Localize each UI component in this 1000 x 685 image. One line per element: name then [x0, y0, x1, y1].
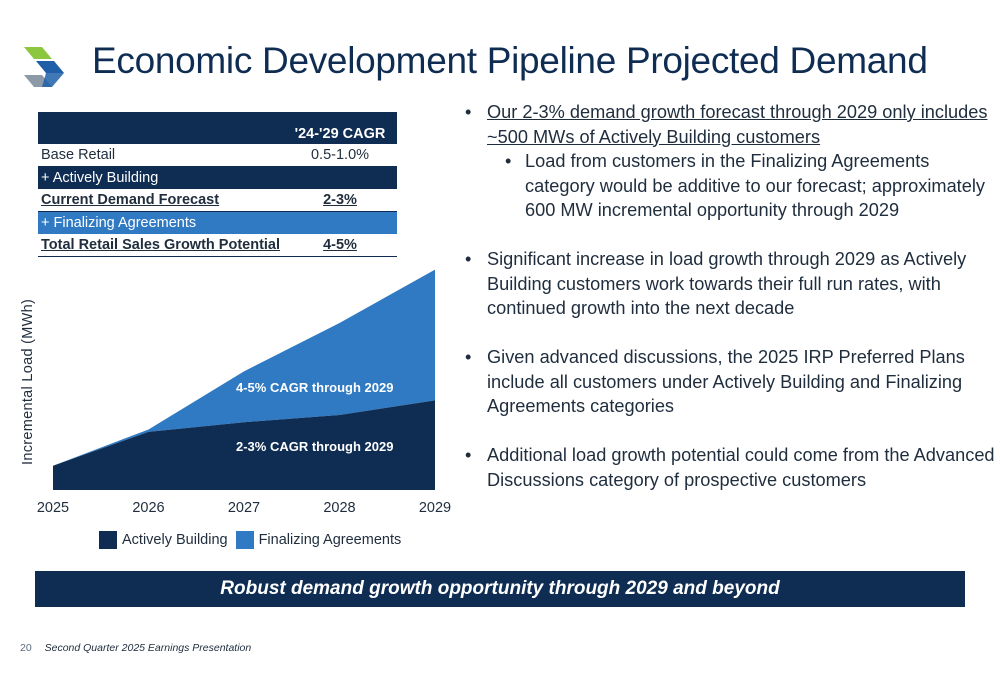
table-row: Current Demand Forecast 2-3% — [38, 189, 397, 213]
area-actively-building — [53, 400, 435, 490]
bullet-text: Additional load growth potential could c… — [487, 445, 995, 490]
bullet-item: • Given advanced discussions, the 2025 I… — [460, 345, 995, 419]
company-logo-icon — [24, 47, 64, 87]
bullet-list: • Our 2-3% demand growth forecast throug… — [460, 100, 995, 492]
legend-label: Actively Building — [122, 532, 228, 548]
legend-swatch-actively-building — [99, 531, 117, 549]
table-row: + Actively Building — [38, 166, 397, 190]
table-row: Base Retail 0.5-1.0% — [38, 144, 397, 168]
x-tick-label: 2029 — [419, 500, 451, 516]
x-tick-label: 2027 — [228, 500, 260, 516]
table-row-value: 2-3% — [283, 189, 397, 213]
table-row-label: Base Retail — [38, 144, 284, 168]
bullet-text: Significant increase in load growth thro… — [487, 249, 967, 318]
bullet-dot-icon: • — [465, 249, 472, 269]
table-row-label: + Actively Building — [38, 166, 284, 190]
table-row-label: + Finalizing Agreements — [38, 211, 284, 235]
bullet-item: • Load from customers in the Finalizing … — [460, 149, 995, 223]
bullet-dot-icon: • — [505, 151, 512, 171]
table-row: + Finalizing Agreements — [38, 211, 397, 235]
bullet-item: • Significant increase in load growth th… — [460, 247, 995, 321]
x-tick-label: 2026 — [132, 500, 164, 516]
x-tick-label: 2025 — [37, 500, 69, 516]
table-header-row: '24-'29 CAGR — [38, 112, 397, 144]
bullet-item: • Additional load growth potential could… — [460, 443, 995, 492]
bullet-text: Our 2-3% demand growth forecast through … — [487, 102, 988, 147]
chart-annotation: 4-5% CAGR through 2029 — [236, 380, 393, 395]
table-header-value: '24-'29 CAGR — [283, 112, 397, 144]
chart-annotation: 2-3% CAGR through 2029 — [236, 439, 393, 454]
cagr-table: '24-'29 CAGR Base Retail 0.5-1.0% + Acti… — [38, 112, 397, 258]
legend-item: Actively Building — [99, 531, 228, 549]
chart-legend: Actively Building Finalizing Agreements — [99, 531, 409, 549]
table-row-value — [283, 211, 397, 235]
table-row-value — [283, 166, 397, 190]
bullet-dot-icon: • — [465, 347, 472, 367]
table-row-label: Current Demand Forecast — [38, 189, 284, 213]
x-tick-label: 2028 — [323, 500, 355, 516]
legend-swatch-finalizing-agreements — [235, 531, 254, 549]
footer: 20 Second Quarter 2025 Earnings Presenta… — [20, 642, 251, 654]
summary-banner: Robust demand growth opportunity through… — [35, 571, 965, 607]
bullet-dot-icon: • — [465, 445, 472, 465]
bullet-item: • Our 2-3% demand growth forecast throug… — [460, 100, 995, 149]
table-row-value: 0.5-1.0% — [283, 144, 397, 168]
bullet-text: Load from customers in the Finalizing Ag… — [525, 151, 985, 220]
table-row: Total Retail Sales Growth Potential 4-5% — [38, 234, 397, 258]
legend-label: Finalizing Agreements — [258, 532, 402, 548]
legend-item: Finalizing Agreements — [235, 531, 402, 549]
area-finalizing-agreements — [53, 269, 435, 466]
stacked-area-chart: 2025 2026 2027 2028 2029 4-5% CAGR through 20… — [37, 269, 451, 516]
table-header-label — [38, 112, 284, 144]
page-number: 20 — [20, 642, 32, 654]
page-title: Economic Development Pipeline Projected … — [92, 40, 928, 81]
bullet-text: Given advanced discussions, the 2025 IRP… — [487, 347, 965, 416]
table-row-label: Total Retail Sales Growth Potential — [38, 234, 284, 258]
bullet-dot-icon: • — [465, 102, 472, 122]
table-row-value: 4-5% — [283, 234, 397, 258]
footer-text: Second Quarter 2025 Earnings Presentatio… — [44, 642, 252, 654]
